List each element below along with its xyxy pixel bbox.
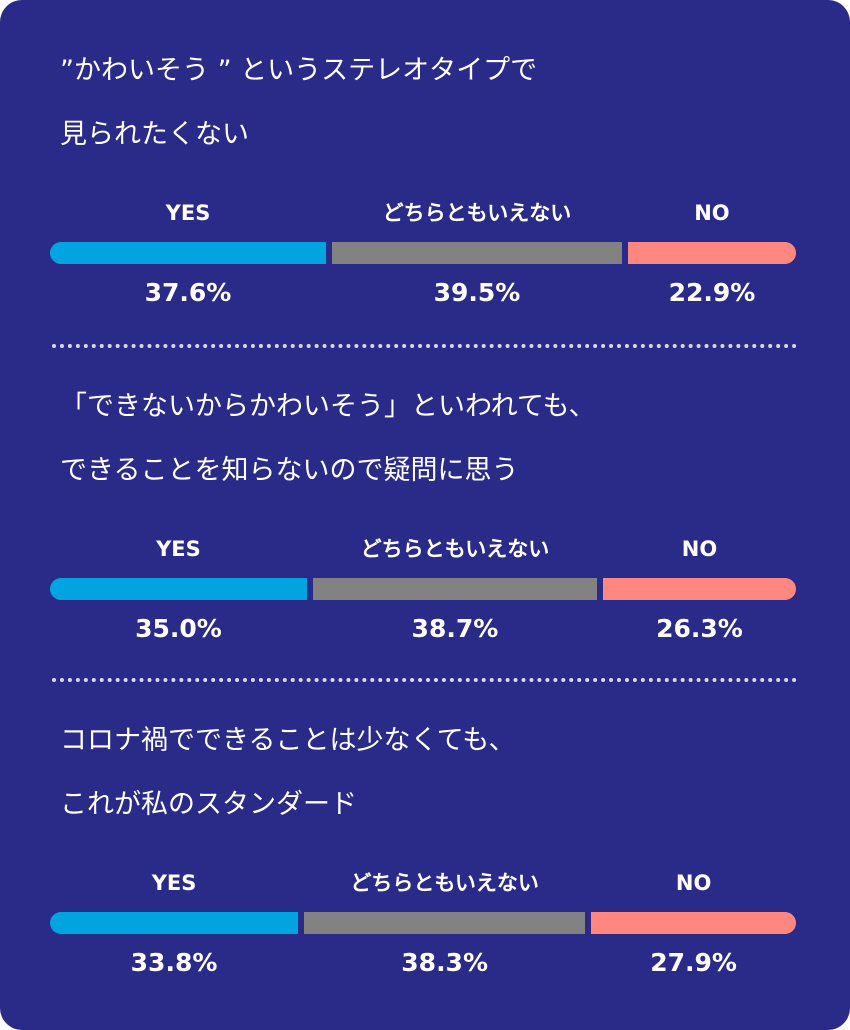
question-title-line-2: できることを知らないので疑問に思う — [60, 455, 519, 486]
question-section-2: 「できないからかわいそう」といわれても、 できることを知らないので疑問に思う Y… — [0, 336, 850, 643]
question-title-line-1: 「できないからかわいそう」といわれても、 — [60, 391, 596, 422]
question-title-line-1: ”かわいそう ” というステレオタイプで — [60, 55, 538, 86]
no-bar-segment — [602, 578, 796, 600]
yes-label: YES — [165, 201, 211, 225]
no-label: NO — [681, 537, 718, 561]
neutral-label: どちらともいえない — [382, 201, 572, 225]
no-percent: 27.9% — [650, 948, 737, 977]
yes-label: YES — [151, 871, 197, 895]
neutral-bar-segment — [331, 242, 622, 264]
neutral-label: どちらともいえない — [350, 871, 539, 895]
question-section-1: ”かわいそう ” というステレオタイプで 見られたくない YES どちらともいえ… — [0, 0, 850, 307]
neutral-percent: 38.7% — [411, 614, 499, 643]
neutral-label: どちらともいえない — [360, 537, 550, 561]
neutral-bar-segment — [304, 912, 586, 934]
yes-percent: 35.0% — [135, 614, 222, 643]
dotted-divider — [52, 678, 797, 682]
question-title-line-2: 見られたくない — [60, 119, 249, 150]
dotted-divider — [52, 344, 797, 348]
no-bar-segment — [627, 242, 796, 264]
yes-bar-segment — [50, 912, 299, 934]
question-title-line-1: コロナ禍でできることは少なくても、 — [60, 725, 516, 756]
no-percent: 22.9% — [668, 278, 756, 307]
yes-percent: 33.8% — [130, 948, 218, 977]
yes-percent: 37.6% — [144, 278, 232, 307]
no-percent: 26.3% — [656, 614, 743, 643]
no-label: NO — [694, 201, 730, 225]
question-section-3: コロナ禍でできることは少なくても、 これが私のスタンダード YES どちらともい… — [0, 670, 850, 977]
neutral-percent: 39.5% — [433, 278, 521, 307]
no-bar-segment — [591, 912, 796, 934]
neutral-percent: 38.3% — [401, 948, 489, 977]
yes-bar-segment — [50, 578, 307, 600]
neutral-bar-segment — [312, 578, 597, 600]
no-label: NO — [675, 871, 712, 895]
yes-label: YES — [156, 537, 201, 561]
question-title-line-2: これが私のスタンダード — [60, 789, 357, 820]
yes-bar-segment — [50, 242, 326, 264]
